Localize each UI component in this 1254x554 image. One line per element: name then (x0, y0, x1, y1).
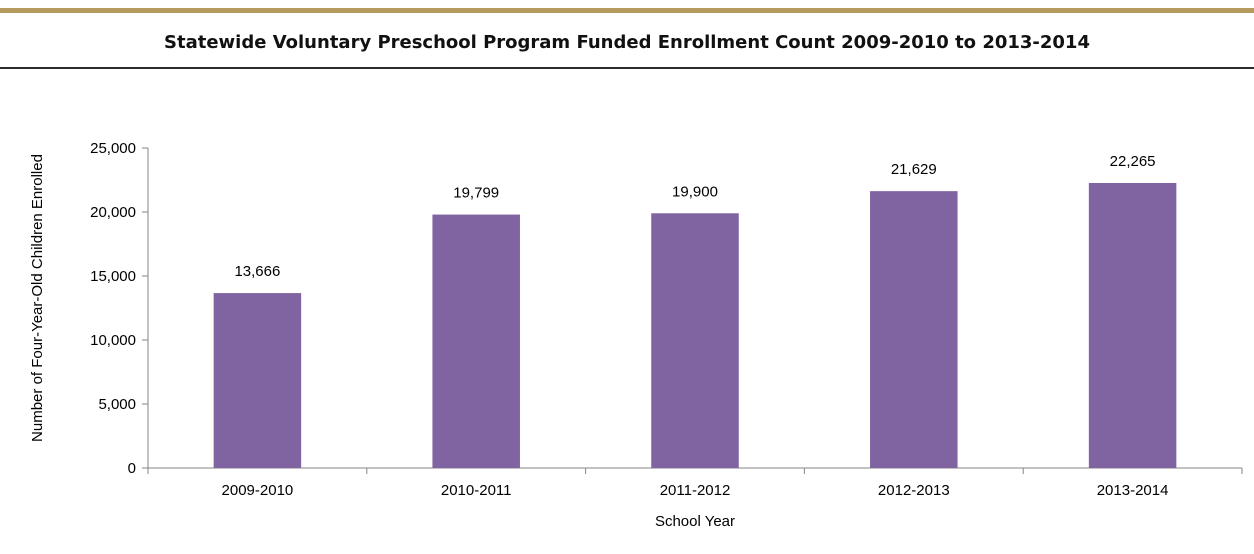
y-axis-title: Number of Four-Year-Old Children Enrolle… (29, 154, 46, 442)
title-divider (0, 67, 1254, 69)
y-tick-label: 10,000 (90, 332, 136, 349)
bar-2010-2011 (432, 214, 520, 468)
data-label: 21,629 (891, 161, 937, 178)
bar-2013-2014 (1088, 183, 1177, 468)
x-tick-label: 2013-2014 (1097, 482, 1169, 499)
top-accent-rule (0, 8, 1254, 13)
data-label: 19,799 (453, 185, 499, 202)
y-tick-label: 20,000 (90, 204, 136, 221)
bar-2009-2010 (213, 293, 302, 468)
bars (213, 183, 1177, 468)
data-label: 13,666 (234, 263, 280, 280)
y-tick-label: 5,000 (98, 396, 136, 413)
y-tick-label: 0 (128, 460, 136, 477)
x-tick-label: 2010-2011 (441, 482, 512, 499)
bar-2011-2012 (651, 213, 739, 468)
y-tick-label: 15,000 (90, 268, 136, 285)
chart-title: Statewide Voluntary Preschool Program Fu… (164, 32, 1090, 53)
y-tick-label: 25,000 (90, 140, 136, 157)
data-label: 19,900 (672, 183, 718, 200)
x-tick-label: 2012-2013 (878, 482, 950, 499)
data-label: 22,265 (1110, 153, 1156, 170)
x-axis: 2009-2010 2010-2011 2011-2012 2012-2013 2013… (147, 467, 1243, 499)
y-axis: 0 5,000 10,000 15,000 20,000 25,000 (90, 140, 149, 477)
data-labels: 13,666 19,799 19,900 21,629 22,265 (234, 153, 1155, 280)
x-tick-label: 2011-2012 (660, 482, 731, 499)
x-axis-title: School Year (655, 513, 735, 530)
bar-2012-2013 (870, 191, 958, 468)
x-tick-label: 2009-2010 (222, 482, 294, 499)
